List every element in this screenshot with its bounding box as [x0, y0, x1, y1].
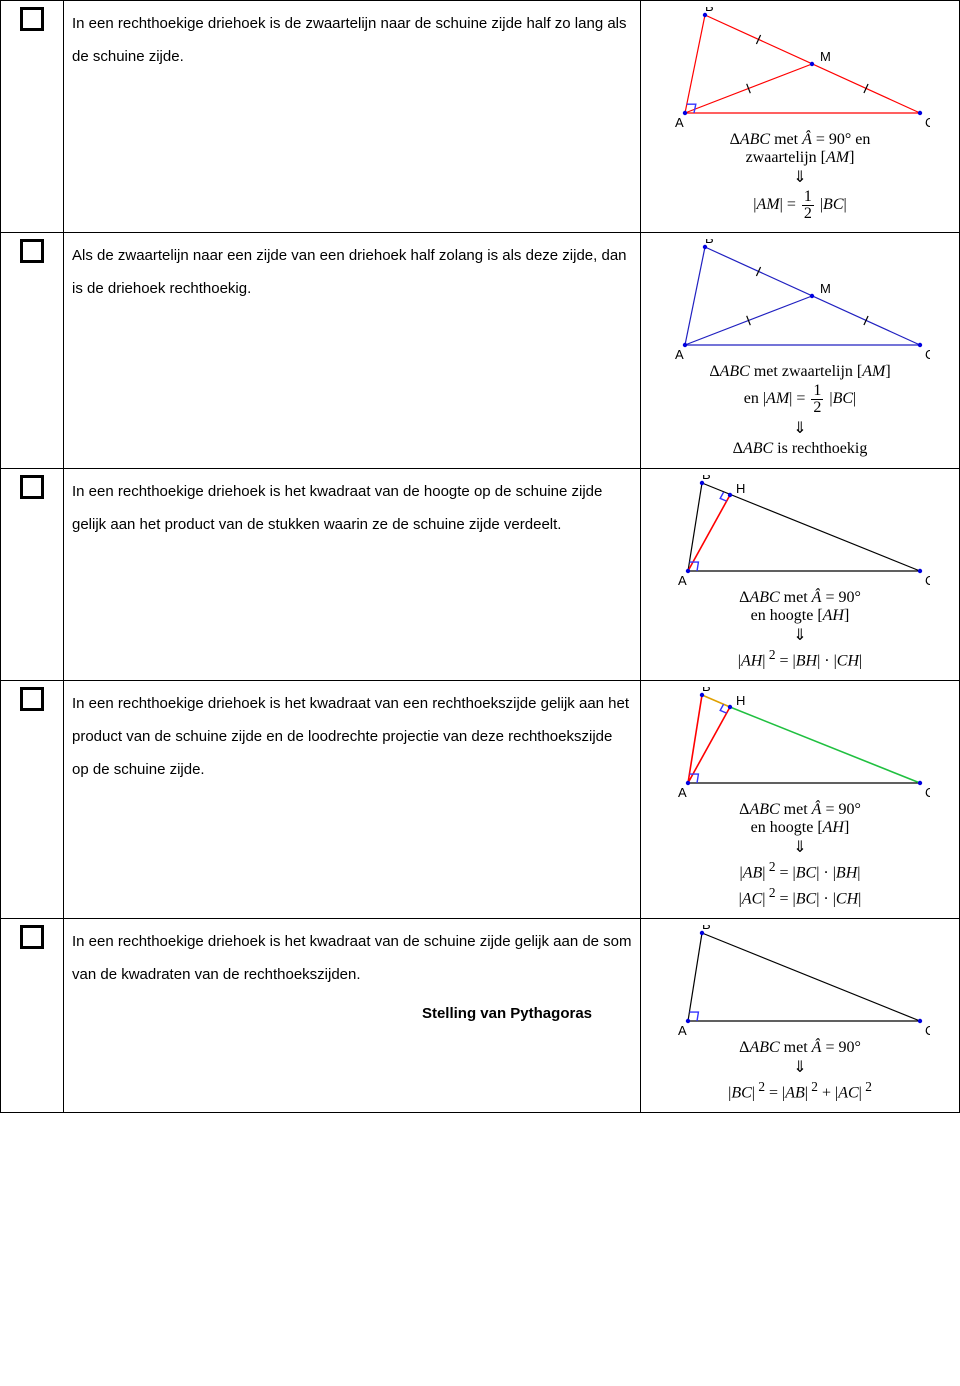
geometry-diagram: A B C: [670, 925, 930, 1035]
theorem-text: In een rechthoekige driehoek is het kwad…: [64, 918, 641, 1112]
theorem-text: In een rechthoekige driehoek is het kwad…: [64, 681, 641, 919]
checkbox-icon[interactable]: [20, 925, 44, 949]
checkbox-icon[interactable]: [20, 687, 44, 711]
svg-text:A: A: [675, 347, 684, 359]
svg-text:M: M: [820, 281, 831, 296]
geometry-diagram: A B C M: [670, 239, 930, 359]
geometry-diagram: A B C H: [670, 687, 930, 797]
theorem-formula: ΔABC met zwaartelijn [AM]en |AM| = 12 |B…: [649, 363, 951, 458]
theorem-row: In een rechthoekige driehoek is het kwad…: [1, 469, 960, 681]
theorem-name: Stelling van Pythagoras: [72, 997, 632, 1030]
theorem-row: In een rechthoekige driehoek is de zwaar…: [1, 1, 960, 233]
theorem-row: In een rechthoekige driehoek is het kwad…: [1, 681, 960, 919]
svg-text:B: B: [702, 687, 711, 694]
theorem-body: In een rechthoekige driehoek is het kwad…: [72, 687, 632, 786]
checkbox-icon[interactable]: [20, 475, 44, 499]
theorem-body: In een rechthoekige driehoek is de zwaar…: [72, 7, 632, 73]
theorem-figure: A B C H ΔABC met Â = 90°en hoogte [AH]⇓|AH| …: [641, 469, 960, 681]
checkbox-cell: [1, 681, 64, 919]
theorem-table: In een rechthoekige driehoek is de zwaar…: [0, 0, 960, 1113]
svg-text:C: C: [925, 115, 930, 127]
theorem-body: In een rechthoekige driehoek is het kwad…: [72, 925, 632, 991]
svg-text:B: B: [705, 7, 714, 14]
checkbox-cell: [1, 469, 64, 681]
checkbox-cell: [1, 1, 64, 233]
theorem-figure: A B C M ΔABC met zwaartelijn [AM]en |AM| = 1…: [641, 233, 960, 469]
theorem-body: Als de zwaartelijn naar een zijde van ee…: [72, 239, 632, 305]
geometry-diagram: A B C H: [670, 475, 930, 585]
svg-text:H: H: [736, 693, 745, 708]
svg-text:C: C: [925, 573, 930, 585]
theorem-formula: ΔABC met Â = 90°en hoogte [AH]⇓|AB| 2 = …: [649, 801, 951, 908]
svg-text:H: H: [736, 481, 745, 496]
svg-text:B: B: [705, 239, 714, 246]
svg-text:C: C: [925, 1023, 930, 1035]
svg-text:M: M: [820, 49, 831, 64]
checkbox-icon[interactable]: [20, 7, 44, 31]
theorem-figure: A B C ΔABC met Â = 90°⇓|BC| 2 = |AB| 2 + |A…: [641, 918, 960, 1112]
theorem-figure: A B C M ΔABC met Â = 90° enzwaartelijn [AM]⇓…: [641, 1, 960, 233]
svg-text:A: A: [675, 115, 684, 127]
theorem-row: In een rechthoekige driehoek is het kwad…: [1, 918, 960, 1112]
svg-text:A: A: [678, 1023, 687, 1035]
theorem-body: In een rechthoekige driehoek is het kwad…: [72, 475, 632, 541]
svg-text:A: A: [678, 573, 687, 585]
svg-text:A: A: [678, 785, 687, 797]
theorem-formula: ΔABC met Â = 90°⇓|BC| 2 = |AB| 2 + |AC| …: [649, 1039, 951, 1102]
theorem-formula: ΔABC met Â = 90°en hoogte [AH]⇓|AH| 2 = …: [649, 589, 951, 670]
svg-text:B: B: [702, 475, 711, 482]
geometry-diagram: A B C M: [670, 7, 930, 127]
theorem-text: Als de zwaartelijn naar een zijde van ee…: [64, 233, 641, 469]
theorem-row: Als de zwaartelijn naar een zijde van ee…: [1, 233, 960, 469]
theorem-figure: A B C H ΔABC met Â = 90°en hoogte [AH]⇓|AB| …: [641, 681, 960, 919]
checkbox-cell: [1, 233, 64, 469]
theorem-text: In een rechthoekige driehoek is het kwad…: [64, 469, 641, 681]
theorem-text: In een rechthoekige driehoek is de zwaar…: [64, 1, 641, 233]
theorem-formula: ΔABC met Â = 90° enzwaartelijn [AM]⇓|AM|…: [649, 131, 951, 222]
checkbox-icon[interactable]: [20, 239, 44, 263]
svg-text:C: C: [925, 347, 930, 359]
checkbox-cell: [1, 918, 64, 1112]
svg-text:C: C: [925, 785, 930, 797]
svg-text:B: B: [702, 925, 711, 932]
